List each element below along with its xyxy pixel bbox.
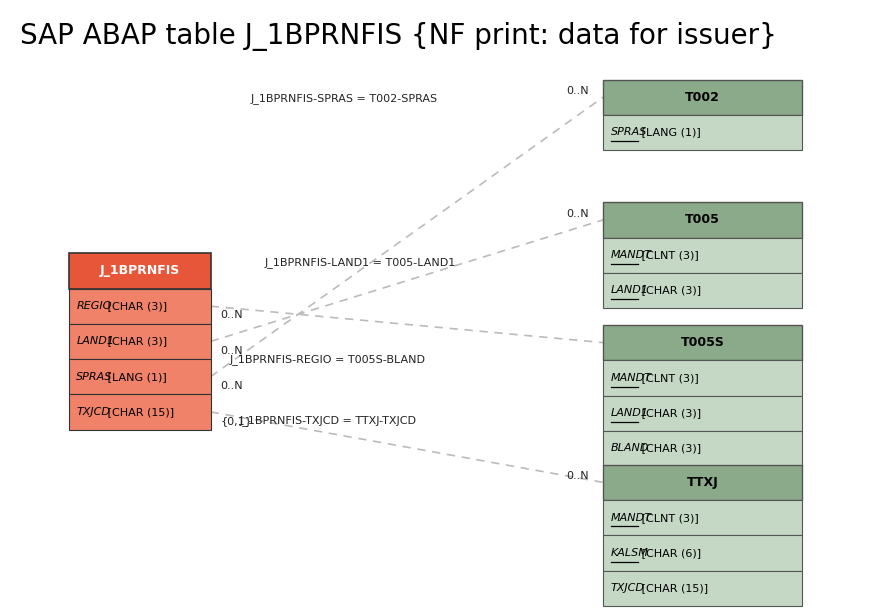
Text: 0..N: 0..N [220, 310, 242, 320]
FancyBboxPatch shape [69, 324, 210, 359]
Text: [CLNT (3)]: [CLNT (3)] [637, 250, 698, 260]
Text: KALSM: KALSM [610, 548, 647, 558]
Text: J_1BPRNFIS-REGIO = T005S-BLAND: J_1BPRNFIS-REGIO = T005S-BLAND [230, 354, 426, 365]
FancyBboxPatch shape [603, 238, 801, 273]
Text: [CHAR (3)]: [CHAR (3)] [104, 301, 166, 311]
Text: [CLNT (3)]: [CLNT (3)] [637, 513, 698, 522]
Text: TXJCD: TXJCD [610, 583, 644, 593]
FancyBboxPatch shape [603, 360, 801, 395]
FancyBboxPatch shape [69, 253, 210, 288]
Text: BLAND: BLAND [610, 444, 648, 453]
FancyBboxPatch shape [603, 79, 801, 115]
FancyBboxPatch shape [603, 465, 801, 500]
Text: [CHAR (3)]: [CHAR (3)] [104, 336, 166, 346]
Text: {0,1}: {0,1} [220, 416, 252, 426]
Text: [CHAR (3)]: [CHAR (3)] [637, 444, 700, 453]
Text: [LANG (1)]: [LANG (1)] [104, 371, 166, 382]
Text: MANDT: MANDT [610, 250, 651, 260]
Text: [CHAR (15)]: [CHAR (15)] [637, 583, 707, 593]
Text: J_1BPRNFIS-SPRAS = T002-SPRAS: J_1BPRNFIS-SPRAS = T002-SPRAS [250, 93, 437, 104]
FancyBboxPatch shape [69, 288, 210, 324]
Text: SAP ABAP table J_1BPRNFIS {NF print: data for issuer}: SAP ABAP table J_1BPRNFIS {NF print: dat… [21, 22, 776, 51]
Text: TXJCD: TXJCD [76, 407, 110, 417]
Text: [CHAR (15)]: [CHAR (15)] [104, 407, 173, 417]
Text: T005S: T005S [679, 336, 723, 349]
Text: REGIO: REGIO [76, 301, 112, 311]
Text: MANDT: MANDT [610, 373, 651, 383]
Text: LAND1: LAND1 [610, 408, 648, 418]
FancyBboxPatch shape [603, 115, 801, 150]
FancyBboxPatch shape [69, 394, 210, 429]
Text: MANDT: MANDT [610, 513, 651, 522]
Text: 0..N: 0..N [565, 471, 588, 481]
Text: J_1BPRNFIS-TXJCD = TTXJ-TXJCD: J_1BPRNFIS-TXJCD = TTXJ-TXJCD [240, 415, 416, 426]
FancyBboxPatch shape [603, 535, 801, 570]
FancyBboxPatch shape [603, 325, 801, 360]
Text: 0..N: 0..N [565, 86, 588, 96]
FancyBboxPatch shape [603, 431, 801, 466]
Text: 0..N: 0..N [220, 381, 242, 391]
Text: T005: T005 [684, 213, 719, 227]
Text: T002: T002 [684, 91, 719, 103]
Text: TTXJ: TTXJ [686, 476, 718, 489]
Text: SPRAS: SPRAS [610, 128, 646, 137]
Text: LAND1: LAND1 [610, 285, 648, 296]
FancyBboxPatch shape [603, 395, 801, 431]
Text: [CHAR (3)]: [CHAR (3)] [637, 285, 700, 296]
FancyBboxPatch shape [603, 570, 801, 606]
Text: [CHAR (3)]: [CHAR (3)] [637, 408, 700, 418]
FancyBboxPatch shape [603, 202, 801, 238]
Text: 0..N: 0..N [565, 209, 588, 219]
Text: [LANG (1)]: [LANG (1)] [637, 128, 700, 137]
Text: [CLNT (3)]: [CLNT (3)] [637, 373, 698, 383]
Text: [CHAR (6)]: [CHAR (6)] [637, 548, 700, 558]
Text: J_1BPRNFIS-LAND1 = T005-LAND1: J_1BPRNFIS-LAND1 = T005-LAND1 [265, 257, 455, 268]
Text: 0..N: 0..N [220, 346, 242, 355]
FancyBboxPatch shape [603, 500, 801, 535]
FancyBboxPatch shape [603, 273, 801, 308]
Text: LAND1: LAND1 [76, 336, 114, 346]
FancyBboxPatch shape [69, 359, 210, 394]
Text: J_1BPRNFIS: J_1BPRNFIS [99, 264, 180, 277]
Text: SPRAS: SPRAS [76, 371, 113, 382]
